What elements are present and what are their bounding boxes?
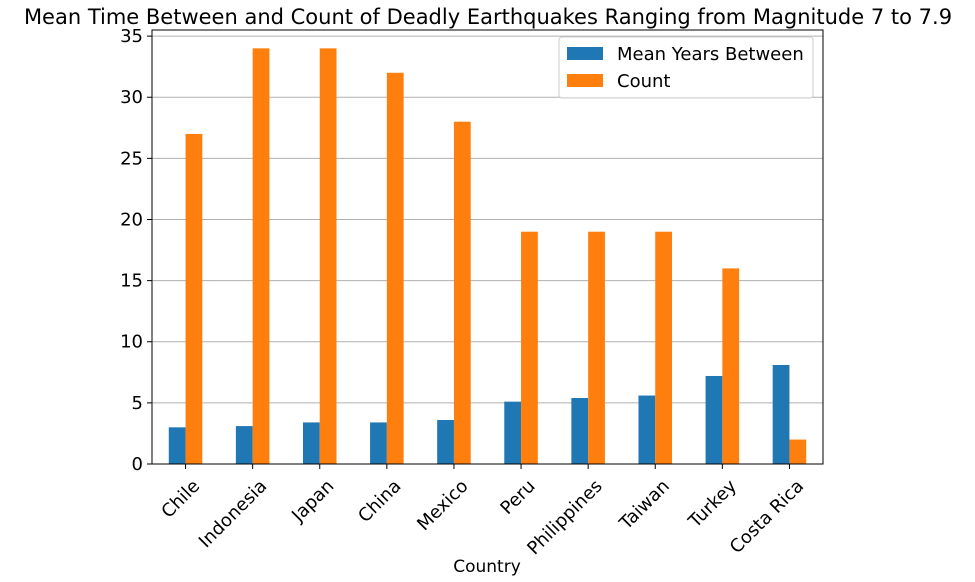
bar-count xyxy=(789,439,807,464)
y-tick-label: 5 xyxy=(132,393,143,414)
bar-mean-years xyxy=(302,422,320,464)
x-tick-label: Taiwan xyxy=(615,476,674,535)
bar-mean-years xyxy=(772,364,790,464)
y-axis-ticks: 0 5 10 15 20 25 30 35 xyxy=(120,26,152,475)
bar-count xyxy=(252,48,270,465)
bar-mean-years xyxy=(705,375,723,464)
legend-swatch xyxy=(567,47,603,60)
y-tick-label: 25 xyxy=(120,148,143,169)
legend-label: Mean Years Between xyxy=(617,44,804,65)
chart-title: Mean Time Between and Count of Deadly Ea… xyxy=(24,5,952,29)
bars-group xyxy=(168,48,807,465)
x-tick-label: Peru xyxy=(496,476,539,519)
bar-count xyxy=(185,133,203,464)
legend-swatch xyxy=(567,74,603,87)
y-tick-label: 0 xyxy=(132,454,143,475)
bar-count xyxy=(722,268,740,464)
bar-count xyxy=(319,48,337,465)
y-tick-label: 35 xyxy=(120,26,143,47)
bar-mean-years xyxy=(370,422,387,464)
x-tick-label: Japan xyxy=(287,476,338,527)
bar-count xyxy=(521,231,538,464)
legend: Mean Years Between Count xyxy=(558,36,814,99)
x-axis-label: Country xyxy=(453,557,521,577)
y-tick-label: 20 xyxy=(120,209,143,230)
bar-mean-years xyxy=(437,419,454,464)
bar-count xyxy=(386,72,404,465)
legend-label: Count xyxy=(617,71,670,92)
bar-mean-years xyxy=(571,397,589,464)
bar-count xyxy=(588,231,605,464)
y-tick-label: 10 xyxy=(120,332,143,353)
plot-frame xyxy=(151,29,824,465)
x-tick-label: Turkey xyxy=(684,475,741,532)
bar-mean-years xyxy=(638,395,656,464)
x-tick-label: Chile xyxy=(157,476,204,523)
y-tick-label: 30 xyxy=(120,87,143,108)
x-tick-label: Indonesia xyxy=(195,476,271,552)
legend-box xyxy=(558,36,814,99)
bar-mean-years xyxy=(168,427,186,464)
bar-mean-years xyxy=(504,401,522,464)
x-tick-label: Mexico xyxy=(413,476,472,535)
bar-count xyxy=(453,121,471,465)
bar-count xyxy=(655,231,673,464)
x-tick-label: China xyxy=(354,476,405,527)
bar-mean-years xyxy=(235,426,253,464)
y-tick-label: 15 xyxy=(120,271,143,292)
